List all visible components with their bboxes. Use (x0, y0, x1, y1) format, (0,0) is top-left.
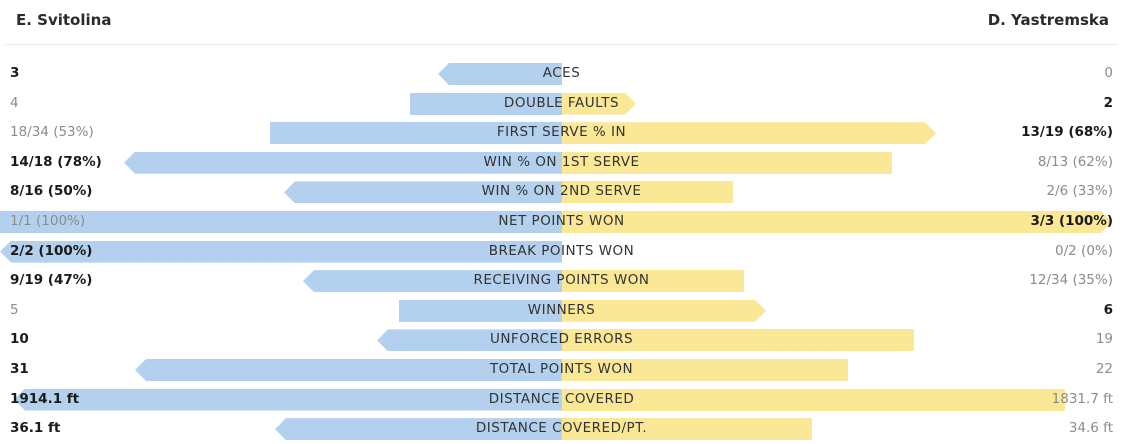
stat-label: FIRST SERVE % IN (496, 124, 627, 141)
stat-value-right: 1831.7 ft (1051, 390, 1113, 407)
stat-value-left: 4 (10, 94, 19, 111)
stat-bar-left (0, 210, 562, 233)
stat-bar-right (562, 388, 1065, 411)
stat-bar-right (562, 418, 812, 441)
stat-value-right: 0/2 (0%) (1055, 242, 1113, 259)
stat-bar-right (562, 211, 1112, 233)
stat-label: DISTANCE COVERED (488, 390, 635, 407)
player-right-name: D. Yastremska (987, 11, 1109, 29)
stats-header: E. Svitolina D. Yastremska (0, 0, 1123, 44)
stat-value-right: 8/13 (62%) (1037, 153, 1113, 170)
stat-value-right: 12/34 (35%) (1029, 272, 1113, 289)
stat-bar-right (562, 270, 744, 293)
stat-bar-right (562, 300, 766, 322)
stat-bar-right (562, 93, 636, 115)
stat-row: WINNERS 5 6 (0, 296, 1123, 326)
stat-row: BREAK POINTS WON 2/2 (100%) 0/2 (0%) (0, 237, 1123, 267)
stat-value-left: 36.1 ft (10, 420, 61, 437)
stat-label: WIN % ON 2ND SERVE (481, 183, 642, 200)
stat-bar-left (14, 388, 562, 411)
stat-label: NET POINTS WON (498, 212, 625, 229)
stat-label: RECEIVING POINTS WON (473, 272, 650, 289)
stat-row: WIN % ON 1ST SERVE 14/18 (78%) 8/13 (62%) (0, 148, 1123, 178)
stat-bar-right (562, 151, 892, 174)
stat-value-left: 14/18 (78%) (10, 153, 102, 170)
stat-row: DOUBLE FAULTS 4 2 (0, 89, 1123, 119)
stat-value-right: 19 (1095, 331, 1113, 348)
stat-value-right: 2/6 (33%) (1046, 183, 1113, 200)
stat-label: UNFORCED ERRORS (489, 331, 634, 348)
stat-label: ACES (542, 65, 581, 81)
player-left-name: E. Svitolina (16, 11, 112, 29)
stat-value-right: 34.6 ft (1068, 420, 1113, 437)
stat-row: UNFORCED ERRORS 10 19 (0, 325, 1123, 355)
stat-row: NET POINTS WON 1/1 (100%) 3/3 (100%) (0, 207, 1123, 237)
stat-bar-right (562, 329, 914, 352)
stat-row: RECEIVING POINTS WON 9/19 (47%) 12/34 (35%… (0, 266, 1123, 296)
stat-row: FIRST SERVE % IN 18/34 (53%) 13/19 (68%) (0, 118, 1123, 148)
stat-bar-left (438, 63, 562, 85)
stat-bar-left (399, 299, 562, 322)
stat-label: DISTANCE COVERED/PT. (475, 420, 648, 437)
stat-value-left: 18/34 (53%) (10, 124, 94, 141)
stat-bar-right (562, 122, 936, 144)
stat-bar-left (0, 240, 562, 263)
stat-bar-left (303, 270, 562, 293)
stat-label: TOTAL POINTS WON (489, 360, 634, 377)
stat-value-right: 0 (1104, 65, 1113, 81)
stat-value-left: 1914.1 ft (10, 390, 80, 407)
stat-value-left: 3 (10, 65, 20, 81)
stat-row: WIN % ON 2ND SERVE 8/16 (50%) 2/6 (33%) (0, 177, 1123, 207)
stat-value-left: 1/1 (100%) (10, 212, 86, 229)
stat-value-right: 6 (1103, 301, 1113, 318)
stat-value-left: 31 (10, 360, 29, 377)
stat-bar-left (275, 418, 562, 441)
stat-row: TOTAL POINTS WON 31 22 (0, 355, 1123, 385)
stats-comparison-list: ACES 3 0 DOUBLE FAULTS 4 2 FIRST SERVE % IN 18/… (0, 59, 1123, 444)
stat-value-right: 22 (1095, 360, 1113, 377)
stat-value-left: 9/19 (47%) (10, 272, 93, 289)
stat-bar-left (284, 181, 562, 204)
stat-row: ACES 3 0 (0, 59, 1123, 89)
stat-bar-right (562, 181, 733, 204)
stat-row: DISTANCE COVERED 1914.1 ft 1831.7 ft (0, 385, 1123, 415)
header-divider (5, 44, 1118, 45)
stat-bar-left (135, 358, 562, 381)
stat-value-left: 2/2 (100%) (10, 242, 93, 259)
stat-value-left: 10 (10, 331, 29, 348)
stat-bar-left (377, 329, 562, 352)
stat-label: WINNERS (527, 301, 596, 318)
stat-bar-left (410, 92, 562, 115)
stat-value-left: 5 (10, 301, 19, 318)
stat-bar-right (562, 358, 848, 381)
stat-bar-left (124, 151, 562, 174)
stat-value-right: 3/3 (100%) (1030, 212, 1113, 229)
stat-label: BREAK POINTS WON (488, 242, 635, 259)
stat-value-right: 13/19 (68%) (1021, 124, 1113, 141)
stat-value-right: 2 (1103, 94, 1113, 111)
stat-label: WIN % ON 1ST SERVE (483, 153, 640, 170)
stat-label: DOUBLE FAULTS (503, 94, 620, 111)
stat-row: DISTANCE COVERED/PT. 36.1 ft 34.6 ft (0, 414, 1123, 444)
stat-bar-left (270, 122, 562, 145)
stat-value-left: 8/16 (50%) (10, 183, 93, 200)
